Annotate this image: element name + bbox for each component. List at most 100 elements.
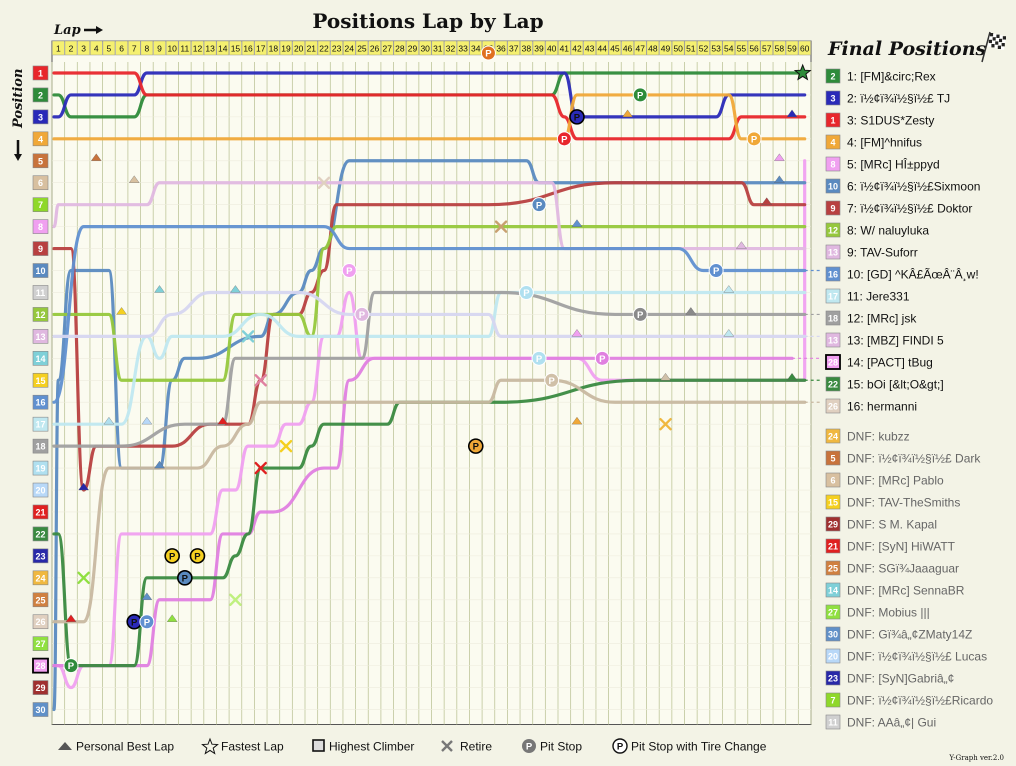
pit-stop-tire-marker: [467, 438, 484, 454]
retire-marker: [317, 176, 331, 189]
retire-marker: [241, 330, 255, 343]
personal-best-marker: [786, 373, 798, 381]
position-tick-box: [32, 329, 49, 344]
personal-best-marker: [230, 285, 241, 293]
lap-tick-label: 32: [446, 44, 456, 54]
lap-tick-cell: [64, 40, 78, 56]
lap-tick-cell: [267, 40, 280, 56]
lap-tick-label: 42: [572, 44, 582, 54]
dnf-name: DNF: Mobius |||: [847, 606, 930, 620]
final-position-name: 9: TAV-Suforr: [847, 246, 918, 260]
pit-stop-letter: P: [536, 200, 543, 211]
lap-tick-label: 28: [395, 44, 405, 54]
legend-fastest-icon: [201, 737, 219, 755]
personal-best-marker: [774, 153, 785, 161]
position-tick-label: 11: [36, 288, 46, 298]
lap-tick-label: 11: [180, 44, 189, 54]
final-position-name: 1: [FM]&circ;Rex: [847, 70, 936, 84]
personal-best-marker: [571, 219, 583, 227]
final-position-box: [825, 222, 841, 238]
final-position-box: [825, 332, 841, 348]
position-tick-label: 27: [35, 639, 45, 649]
position-tick-label: 22: [35, 529, 45, 539]
position-tick-label: 12: [35, 310, 45, 320]
final-position-number: 22: [828, 380, 838, 390]
position-tick-box: [32, 394, 49, 410]
dnf-name: DNF: [MRc] Pablo: [847, 474, 944, 488]
pit-stop-letter: P: [536, 354, 543, 365]
lap-tick-cell: [697, 40, 710, 56]
series-line: [52, 71, 807, 141]
position-tick-label: 26: [35, 617, 45, 627]
dnf-box: [825, 538, 841, 554]
lap-tick-label: 9: [157, 44, 162, 54]
final-position-number: 17: [828, 292, 838, 302]
series-line: [52, 290, 807, 448]
dnf-box: [825, 450, 841, 466]
dnf-box: [825, 692, 841, 708]
personal-best-marker: [116, 307, 127, 315]
position-tick-box: [32, 263, 49, 278]
pit-stop-letter: P: [523, 288, 530, 299]
position-tick-box: [32, 175, 49, 191]
pit-stop-letter: P: [144, 617, 151, 628]
lap-tick-cell: [735, 40, 748, 56]
flag-cell: [999, 35, 1003, 39]
lap-tick-cell: [355, 40, 369, 56]
lap-tick-label: 24: [345, 44, 355, 54]
lap-tick-label: 19: [281, 44, 291, 54]
position-tick-label: 18: [35, 442, 45, 452]
lap-tick-label: 39: [534, 44, 544, 54]
position-tick-box: [32, 526, 49, 542]
lap-tick-label: 1: [56, 44, 61, 54]
lap-tick-label: 25: [357, 44, 367, 54]
dnf-name: DNF: [SyN] HiWATT: [847, 540, 956, 554]
lap-tick-cell: [633, 40, 647, 56]
pit-stop-marker: [480, 45, 496, 61]
legend-best-icon: [58, 742, 72, 750]
lap-tick-label: 50: [673, 44, 683, 54]
position-tick-label: 24: [35, 573, 45, 583]
lap-tick-cell: [747, 40, 761, 56]
position-tick-label: 23: [35, 551, 45, 561]
series-line: [52, 290, 807, 338]
position-tick-box: [32, 460, 49, 476]
dnf-box: [825, 626, 841, 642]
lap-tick-label: 3: [81, 44, 86, 54]
pit-stop-letter: P: [561, 134, 568, 145]
pit-stop-tire-marker: [164, 548, 180, 564]
pit-stop-marker: [708, 263, 724, 279]
position-tick-label: 28: [35, 661, 45, 671]
flag-cell: [988, 39, 992, 44]
final-position-number: 28: [828, 358, 838, 368]
pit-stop-letter: P: [169, 551, 176, 562]
lap-tick-cell: [368, 40, 381, 56]
lap-tick-cell: [241, 40, 255, 56]
dnf-number: 30: [828, 630, 838, 640]
lap-tick-cell: [52, 40, 65, 56]
position-tick-label: 5: [38, 156, 43, 166]
lap-tick-label: 30: [420, 44, 430, 54]
lap-tick-cell: [507, 40, 521, 56]
lap-tick-label: 14: [218, 44, 228, 54]
lap-tick-cell: [178, 40, 192, 56]
position-tick-label: 10: [35, 266, 45, 276]
final-position-box: [825, 376, 841, 392]
pit-stop-letter: P: [346, 266, 353, 277]
final-position-number: 18: [828, 314, 838, 324]
final-position-name: 4: [FM]^hnifus: [847, 136, 922, 150]
x-axis-label: Lap: [53, 23, 103, 38]
lap-tick-cell: [760, 40, 774, 56]
position-tick-box: [32, 241, 49, 256]
flag-cell: [995, 38, 999, 42]
lap-tick-label: 21: [307, 44, 317, 54]
legend-label: Pit Stop with Tire Change: [631, 740, 767, 754]
position-tick-box: [32, 87, 49, 103]
pit-stop-tire-marker: [189, 548, 206, 564]
legend-pit-icon: [522, 739, 536, 753]
final-position-box: [825, 178, 841, 194]
retire-marker: [254, 461, 267, 475]
lap-tick-label: 43: [585, 44, 595, 54]
dnf-number: 25: [828, 564, 838, 574]
final-positions-title: Final Positions: [827, 38, 987, 60]
